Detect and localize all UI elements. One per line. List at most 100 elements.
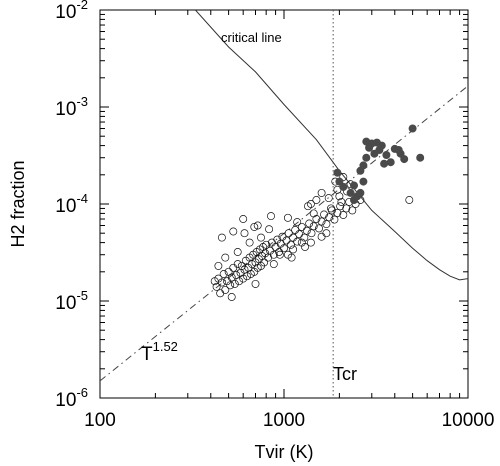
open-point xyxy=(235,277,244,286)
open-point xyxy=(320,210,328,219)
open-point xyxy=(269,250,278,259)
open-point xyxy=(302,226,311,235)
filled-point xyxy=(349,181,358,190)
power-law-base: T xyxy=(141,344,153,365)
y-axis-title: H2 fraction xyxy=(8,160,28,247)
open-point xyxy=(286,240,295,249)
open-point xyxy=(265,225,274,234)
filled-point xyxy=(416,153,425,162)
open-point xyxy=(293,218,302,227)
open-point xyxy=(330,215,339,224)
open-point xyxy=(227,273,236,282)
open-point xyxy=(282,236,291,245)
open-point xyxy=(309,222,318,231)
open-point xyxy=(342,204,351,213)
open-point xyxy=(309,209,318,218)
open-point xyxy=(212,282,221,291)
filled-point xyxy=(375,145,384,154)
open-point xyxy=(223,277,231,286)
open-point xyxy=(260,258,269,267)
open-point xyxy=(405,196,414,204)
open-point xyxy=(239,215,248,223)
open-point xyxy=(325,213,334,222)
open-point xyxy=(245,238,254,247)
open-point xyxy=(267,212,275,221)
open-point xyxy=(250,222,259,231)
open-point xyxy=(221,285,230,294)
open-point xyxy=(297,222,306,231)
power-law-label: T1.52 xyxy=(141,339,178,365)
open-point xyxy=(221,253,230,262)
open-point xyxy=(300,233,309,242)
open-point xyxy=(306,200,315,208)
y-tick-label: 10-4 xyxy=(55,191,88,217)
open-point xyxy=(289,245,298,254)
y-tick-label: 10-5 xyxy=(55,288,88,314)
y-tick-label: 10-6 xyxy=(55,385,88,411)
open-point xyxy=(261,249,270,258)
axis-ticks xyxy=(99,10,468,399)
x-tick-label: 1000 xyxy=(263,410,305,431)
x-tick-labels: 100 1000 10000 xyxy=(84,410,494,431)
filled-point xyxy=(380,159,389,168)
open-point xyxy=(317,232,326,241)
open-point xyxy=(317,217,326,226)
open-point xyxy=(284,229,293,238)
open-point xyxy=(322,229,331,238)
open-point xyxy=(275,250,284,259)
open-point xyxy=(322,220,331,229)
open-point xyxy=(337,197,346,206)
open-point xyxy=(248,260,256,269)
filled-point xyxy=(408,124,417,133)
open-point xyxy=(315,224,323,233)
open-point xyxy=(253,221,262,230)
open-point xyxy=(233,260,242,269)
filled-point xyxy=(359,161,368,170)
x-tick-label: 10000 xyxy=(442,410,495,431)
open-point xyxy=(304,202,312,211)
open-point xyxy=(230,279,239,288)
open-point xyxy=(333,208,342,217)
open-point xyxy=(251,279,260,288)
filled-point xyxy=(359,177,368,186)
open-point xyxy=(295,230,304,239)
open-point xyxy=(307,229,316,238)
open-point xyxy=(280,244,288,253)
open-point xyxy=(301,243,309,251)
y-tick-label: 10-3 xyxy=(55,94,88,120)
filled-point xyxy=(382,150,391,159)
open-point xyxy=(289,233,298,242)
open-point xyxy=(210,277,219,286)
filled-point xyxy=(362,153,371,162)
open-point xyxy=(312,196,321,204)
tcr-label: Tcr xyxy=(333,364,357,384)
y-tick-label: 10-2 xyxy=(55,0,88,23)
filled-point xyxy=(335,177,344,186)
open-point xyxy=(324,194,333,203)
open-point xyxy=(312,215,321,223)
open-point xyxy=(226,281,235,290)
open-point xyxy=(229,263,238,272)
open-point xyxy=(327,206,336,215)
open-point xyxy=(229,227,238,236)
filled-point xyxy=(356,188,365,197)
y-tick-labels: 10-6 10-5 10-4 10-3 10-2 xyxy=(55,0,88,411)
open-point xyxy=(239,274,248,283)
open-point xyxy=(219,270,228,278)
data-points xyxy=(210,124,425,301)
open-point xyxy=(269,260,278,269)
open-point xyxy=(339,211,348,219)
open-point xyxy=(291,226,300,234)
open-point xyxy=(317,188,326,197)
filled-point xyxy=(400,155,409,164)
filled-point xyxy=(362,137,371,146)
filled-point xyxy=(333,168,342,177)
filled-point xyxy=(394,145,403,154)
open-point xyxy=(262,240,271,249)
open-point xyxy=(271,243,280,251)
open-point xyxy=(243,272,252,281)
open-point xyxy=(306,238,315,247)
open-point xyxy=(233,248,242,256)
filled-point xyxy=(346,188,355,197)
